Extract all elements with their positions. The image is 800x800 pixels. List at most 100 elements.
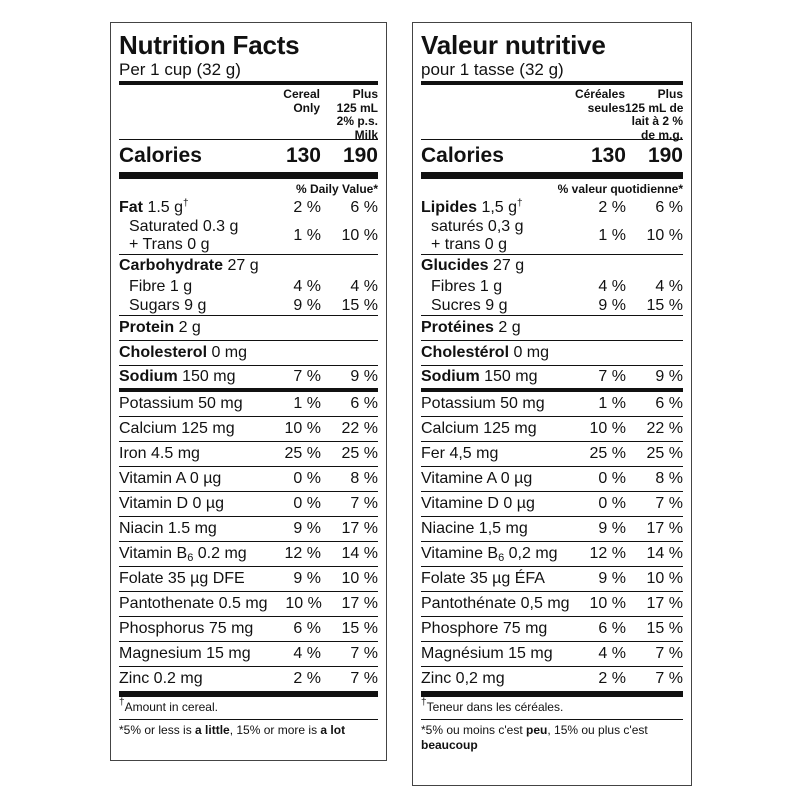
percent-cereal: 4 % <box>293 645 321 662</box>
nutrient-label: Folate 35 µg ÉFA <box>421 570 571 588</box>
text-segment: Niacine 1,5 mg <box>421 520 528 537</box>
nutrient-label: Vitamin B6 0.2 mg <box>119 545 266 564</box>
nutrient-label: Pantothénate 0,5 mg <box>421 595 571 613</box>
divider <box>421 616 683 617</box>
text-segment: 1,5 g <box>477 198 518 216</box>
calories-cereal: 130 <box>285 144 321 167</box>
nutrient-label: Calcium 125 mg <box>421 420 571 438</box>
text-segment: Glucides <box>421 257 489 274</box>
nutrient-label: Niacin 1.5 mg <box>119 520 266 538</box>
header-line: 2% p.s. <box>336 114 378 128</box>
text-segment: a little <box>195 723 230 737</box>
text-segment: † <box>183 197 189 209</box>
divider <box>119 416 378 417</box>
divider <box>421 388 683 392</box>
daily-value-header: % Daily Value* <box>295 181 378 196</box>
percent-with-milk: 6 % <box>655 395 683 412</box>
nutrient-label: Phosphore 75 mg <box>421 620 571 638</box>
nutrient-label: Saturated 0.3 g + Trans 0 g <box>129 218 266 254</box>
percent-cereal: 9 % <box>293 296 321 314</box>
serving-size: pour 1 tasse (32 g) <box>421 60 564 79</box>
percent-cereal: 0 % <box>293 495 321 512</box>
divider <box>421 254 683 255</box>
nutrient-label: Fat 1.5 g† <box>119 197 266 217</box>
divider <box>421 466 683 467</box>
header-line: Milk <box>354 127 378 142</box>
divider <box>119 315 378 316</box>
percent-with-milk: 17 % <box>646 595 683 612</box>
percent-cereal: 12 % <box>589 545 626 562</box>
label-line: Saturated 0.3 g <box>129 218 266 236</box>
nutrient-row: Vitamin B6 0.2 mg 12 % 14 % <box>119 542 378 566</box>
text-segment: saturés 0,3 g <box>431 217 524 235</box>
nutrient-row: Glucides 27 g <box>421 255 683 277</box>
nutrient-label: Sodium 150 mg <box>421 368 571 386</box>
percent-cereal: 4 % <box>293 277 321 295</box>
divider <box>421 416 683 417</box>
text-segment: Folate 35 µg DFE <box>119 570 245 587</box>
text-segment: 0,2 mg <box>504 545 558 562</box>
nutrient-row: Fat 1.5 g† 2 % 6 % <box>119 198 378 217</box>
nutrient-row: Vitamin D 0 µg 0 % 7 % <box>119 492 378 516</box>
text-segment: Iron 4.5 mg <box>119 445 200 462</box>
nutrient-label: Cholesterol 0 mg <box>119 344 266 362</box>
text-segment: Phosphorus 75 mg <box>119 620 254 637</box>
divider <box>119 139 378 140</box>
nutrient-row: Pantothenate 0.5 mg 10 % 17 % <box>119 592 378 616</box>
divider <box>119 641 378 642</box>
calories-cereal: 130 <box>590 144 626 167</box>
text-segment: Fer 4,5 mg <box>421 445 499 462</box>
nutrient-row: Sucres 9 g 9 % 15 % <box>421 296 683 315</box>
text-segment: Sugars 9 g <box>129 296 207 314</box>
percent-cereal: 1 % <box>293 395 321 412</box>
nutrient-row: Zinc 0.2 mg 2 % 7 % <box>119 667 378 691</box>
nutrient-label: Niacine 1,5 mg <box>421 520 571 538</box>
text-segment: Fibres 1 g <box>431 277 503 295</box>
percent-with-milk: 17 % <box>646 520 683 537</box>
percent-with-milk: 9 % <box>350 368 378 385</box>
text-segment: Zinc 0.2 mg <box>119 670 203 687</box>
header-line: Cereal <box>283 87 320 101</box>
calories-with-milk: 190 <box>647 144 683 167</box>
nutrient-row: Sugars 9 g 9 % 15 % <box>119 296 378 315</box>
divider <box>421 491 683 492</box>
percent-cereal: 1 % <box>598 226 626 244</box>
divider <box>421 591 683 592</box>
text-segment: 150 mg <box>177 368 236 385</box>
text-segment: 2 g <box>174 319 201 336</box>
divider <box>421 541 683 542</box>
panel-title: Valeur nutritive <box>421 30 606 60</box>
text-segment: Zinc 0,2 mg <box>421 670 505 687</box>
nutrient-row: Niacine 1,5 mg 9 % 17 % <box>421 517 683 541</box>
divider <box>421 641 683 642</box>
calories-row: Calories 130 190 <box>421 140 683 172</box>
text-segment: Vitamin A 0 µg <box>119 470 222 487</box>
divider <box>119 491 378 492</box>
percent-with-milk: 15 % <box>646 620 683 637</box>
divider <box>421 340 683 341</box>
header-line: seules <box>587 100 625 115</box>
text-segment: Vitamin D 0 µg <box>119 495 224 512</box>
footnote-amount: †Amount in cereal. <box>119 697 378 719</box>
nutrient-row: Fibre 1 g 4 % 4 % <box>119 277 378 296</box>
nutrient-label: Magnésium 15 mg <box>421 645 571 663</box>
header-line: 125 mL <box>336 100 378 115</box>
text-segment: Cholesterol <box>119 344 208 361</box>
nutrient-label: Protein 2 g <box>119 319 266 337</box>
text-segment: 27 g <box>488 257 525 274</box>
text-segment: Calcium 125 mg <box>119 420 235 437</box>
text-segment: Sodium <box>421 368 480 385</box>
nutrient-label: Calcium 125 mg <box>119 420 266 438</box>
nutrient-label: saturés 0,3 g + trans 0 g <box>431 218 571 254</box>
percent-with-milk: 10 % <box>341 570 378 587</box>
text-segment: Amount in cereal. <box>124 700 218 714</box>
header-line: Céréales <box>574 87 625 101</box>
text-segment: Saturated 0.3 g <box>129 217 239 235</box>
calories-row: Calories 130 190 <box>119 140 378 172</box>
divider <box>421 139 683 140</box>
percent-with-milk: 6 % <box>350 395 378 412</box>
percent-cereal: 6 % <box>598 620 626 637</box>
percent-with-milk: 8 % <box>350 470 378 487</box>
text-segment: † <box>119 697 125 708</box>
text-segment: 27 g <box>223 257 259 274</box>
